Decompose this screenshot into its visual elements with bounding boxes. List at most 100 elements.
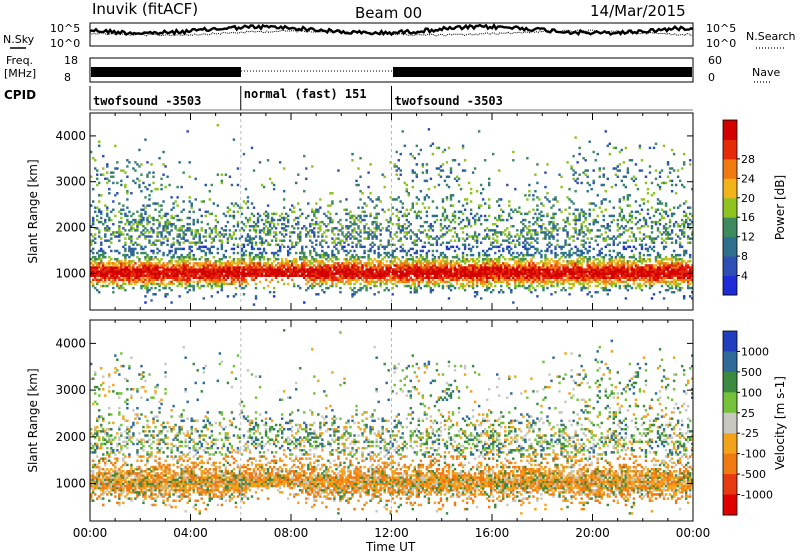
power-cell bbox=[122, 262, 125, 265]
power-cell bbox=[184, 270, 187, 273]
power-cell bbox=[226, 239, 230, 242]
power-cell bbox=[188, 280, 191, 284]
power-cell bbox=[433, 258, 437, 261]
power-cell bbox=[373, 280, 376, 284]
power-cell bbox=[212, 262, 216, 265]
power-cell bbox=[286, 249, 290, 253]
power-cell bbox=[409, 253, 412, 257]
power-cell bbox=[140, 274, 143, 277]
power-cell bbox=[297, 202, 300, 205]
power-cell bbox=[481, 282, 485, 286]
power-cell bbox=[441, 270, 445, 273]
power-cell bbox=[526, 268, 529, 271]
power-cell bbox=[369, 270, 372, 273]
power-cell bbox=[140, 251, 143, 255]
power-cell bbox=[122, 276, 125, 280]
power-cell bbox=[128, 276, 131, 280]
power-cell bbox=[582, 284, 585, 288]
power-cell bbox=[284, 272, 288, 275]
cpid-segment-label: twofsound -3503 bbox=[93, 94, 201, 108]
power-cell bbox=[512, 268, 515, 271]
power-cell bbox=[524, 247, 527, 251]
power-cell bbox=[437, 272, 441, 275]
power-cell bbox=[467, 270, 471, 273]
power-cell bbox=[461, 144, 465, 148]
power-cell bbox=[375, 225, 378, 228]
power-cell bbox=[479, 241, 483, 244]
power-cell bbox=[272, 260, 276, 263]
power-cell bbox=[164, 165, 167, 168]
power-cell bbox=[487, 204, 491, 207]
power-cell bbox=[192, 288, 195, 292]
freq-label-top: Freq. bbox=[6, 54, 33, 67]
power-cell bbox=[333, 253, 336, 257]
power-cell bbox=[293, 274, 296, 277]
power-cell bbox=[443, 266, 447, 269]
power-cell bbox=[110, 258, 113, 261]
power-cell bbox=[369, 247, 372, 251]
power-cell bbox=[439, 251, 443, 255]
power-cell bbox=[343, 276, 346, 280]
power-cell bbox=[335, 247, 338, 251]
power-cell bbox=[90, 280, 93, 284]
power-cell bbox=[295, 272, 298, 275]
power-cell bbox=[395, 169, 398, 172]
power-cell bbox=[373, 227, 376, 230]
power-cell bbox=[369, 249, 372, 253]
power-cell bbox=[200, 245, 203, 249]
power-cell bbox=[401, 255, 404, 259]
power-cell bbox=[498, 278, 501, 282]
power-cell bbox=[196, 229, 199, 232]
power-cell bbox=[313, 278, 316, 282]
power-cell bbox=[413, 233, 417, 236]
power-cell bbox=[576, 268, 579, 271]
power-cell bbox=[447, 274, 451, 277]
power-cell bbox=[544, 276, 547, 280]
power-cell bbox=[433, 274, 437, 277]
power-cell bbox=[94, 237, 97, 240]
power-cell bbox=[540, 231, 543, 234]
power-cell bbox=[574, 262, 577, 265]
power-cell bbox=[142, 270, 145, 273]
power-cell bbox=[262, 286, 266, 290]
power-cell bbox=[453, 272, 457, 275]
power-cell bbox=[477, 272, 481, 275]
power-cell bbox=[421, 272, 425, 275]
power-cell bbox=[546, 268, 549, 271]
power-cell bbox=[534, 276, 537, 280]
power-cell bbox=[262, 247, 266, 251]
power-cell bbox=[274, 258, 278, 261]
power-cell bbox=[160, 204, 163, 207]
power-cell bbox=[463, 239, 467, 242]
power-cell bbox=[419, 266, 423, 269]
power-cell bbox=[441, 233, 445, 236]
power-cell bbox=[248, 270, 252, 273]
power-cell bbox=[588, 258, 591, 261]
power-cell bbox=[160, 216, 163, 220]
power-cell bbox=[389, 276, 392, 280]
power-cell bbox=[256, 266, 260, 269]
power-cell bbox=[453, 264, 457, 267]
power-cell bbox=[425, 276, 429, 280]
power-cell bbox=[351, 270, 354, 273]
power-cell bbox=[188, 270, 191, 273]
power-cell bbox=[349, 225, 352, 228]
power-cell bbox=[170, 225, 173, 228]
power-cell bbox=[168, 233, 171, 236]
power-cell bbox=[124, 272, 127, 275]
power-cell bbox=[222, 235, 226, 238]
power-cell bbox=[90, 239, 93, 242]
power-cell bbox=[441, 206, 445, 209]
power-cell bbox=[295, 241, 298, 244]
power-cell bbox=[391, 237, 394, 240]
power-cell bbox=[254, 243, 258, 247]
power-cell bbox=[578, 276, 581, 280]
power-cell bbox=[546, 249, 549, 253]
power-cell bbox=[359, 276, 362, 280]
power-cell bbox=[122, 282, 125, 286]
power-cell bbox=[220, 227, 224, 230]
power-cell bbox=[170, 249, 173, 253]
power-cell bbox=[150, 264, 153, 267]
power-cell bbox=[538, 262, 541, 265]
power-cell bbox=[379, 264, 382, 267]
